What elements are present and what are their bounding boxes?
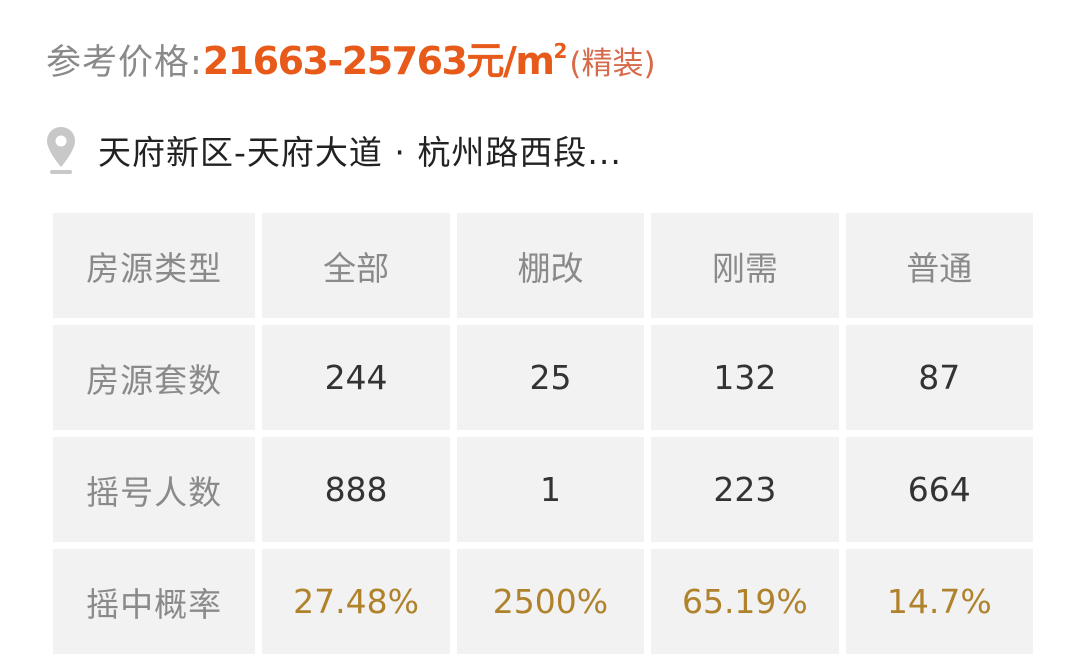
rate-cell: 65.19% [651, 549, 839, 654]
table-row: 摇号人数 888 1 223 664 [53, 437, 1033, 542]
table-cell: 132 [651, 325, 839, 430]
table-cell: 244 [262, 325, 450, 430]
rate-cell: 2500% [456, 549, 645, 654]
row-label: 摇号人数 [53, 437, 256, 542]
price-label: 参考价格: [46, 43, 203, 83]
address-row[interactable]: 天府新区-天府大道 · 杭州路西段... [44, 125, 622, 175]
header-cell: 刚需 [651, 213, 839, 318]
header-cell: 普通 [845, 213, 1033, 318]
table-cell: 1 [456, 437, 645, 542]
rate-cell: 27.48% [262, 549, 450, 654]
header-cell: 房源类型 [53, 213, 256, 318]
decoration-type: (精装) [569, 46, 656, 82]
reference-price: 参考价格: 21663-25763元/m 2 (精装) [46, 30, 656, 83]
header-cell: 全部 [262, 213, 450, 318]
row-label: 摇中概率 [53, 549, 256, 654]
location-pin-icon [47, 127, 75, 174]
table-cell: 664 [845, 437, 1033, 542]
row-label: 房源套数 [53, 325, 256, 430]
price-unit-superscript: 2 [553, 39, 568, 63]
table-row: 房源套数 244 25 132 87 [53, 325, 1033, 430]
table-row: 摇中概率 27.48% 2500% 65.19% 14.7% [53, 549, 1033, 654]
header-cell: 棚改 [456, 213, 645, 318]
rate-cell: 14.7% [845, 549, 1033, 654]
price-range: 21663-25763元/m [202, 39, 555, 83]
table-cell: 888 [262, 437, 450, 542]
lottery-table: 房源类型 全部 棚改 刚需 普通 房源套数 244 25 132 87 摇号人数… [53, 213, 1033, 661]
table-cell: 87 [845, 325, 1033, 430]
table-cell: 25 [456, 325, 645, 430]
address-text: 天府新区-天府大道 · 杭州路西段... [98, 133, 622, 172]
table-cell: 223 [651, 437, 839, 542]
table-header-row: 房源类型 全部 棚改 刚需 普通 [53, 213, 1033, 318]
